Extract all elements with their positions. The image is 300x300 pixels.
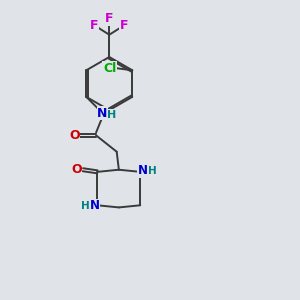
Text: N: N [138,164,148,177]
Text: N: N [90,199,100,212]
Text: O: O [71,163,82,176]
Text: Cl: Cl [103,61,116,75]
Text: H: H [148,166,157,176]
Text: N: N [98,106,108,120]
Text: H: H [81,201,90,211]
Text: F: F [120,19,128,32]
Text: F: F [90,19,98,32]
Text: O: O [69,129,80,142]
Text: F: F [105,12,113,25]
Text: H: H [107,110,117,120]
